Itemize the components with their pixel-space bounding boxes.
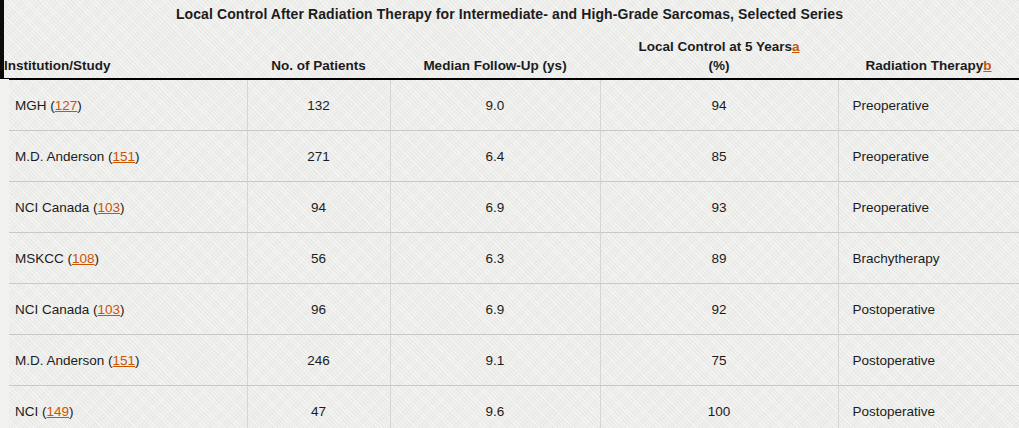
table-row: NCI Canada (103) 96 6.9 92 Postoperative — [0, 284, 1019, 335]
header-institution: Institution/Study — [0, 23, 247, 79]
reference-link[interactable]: 151 — [113, 149, 136, 164]
reference-link[interactable]: 151 — [113, 353, 136, 368]
followup-cell: 6.9 — [390, 182, 600, 233]
institution-cell: NCI Canada (103) — [0, 284, 247, 335]
paren-open: ( — [104, 353, 112, 368]
institution-label: M.D. Anderson — [15, 353, 104, 368]
therapy-cell: Preoperative — [838, 79, 1019, 131]
paren-close: ) — [135, 353, 140, 368]
header-radiation-therapy-label: Radiation Therapy — [865, 58, 983, 73]
institution-cell: MSKCC (108) — [0, 233, 247, 284]
therapy-cell: Postoperative — [838, 284, 1019, 335]
patients-cell: 96 — [247, 284, 390, 335]
header-radiation-therapy: Radiation Therapyb — [838, 23, 1019, 79]
paren-close: ) — [69, 404, 74, 419]
control-cell: 100 — [600, 386, 838, 428]
therapy-cell: Preoperative — [838, 182, 1019, 233]
control-cell: 89 — [600, 233, 838, 284]
table-header: Institution/Study No. of Patients Median… — [0, 23, 1019, 79]
institution-cell: M.D. Anderson (151) — [0, 131, 247, 182]
institution-cell: NCI Canada (103) — [0, 182, 247, 233]
followup-cell: 9.1 — [390, 335, 600, 386]
header-patients: No. of Patients — [247, 23, 390, 79]
followup-cell: 9.6 — [390, 386, 600, 428]
followup-cell: 6.9 — [390, 284, 600, 335]
footnote-a-link[interactable]: a — [792, 39, 800, 54]
institution-label: NCI — [15, 404, 38, 419]
institution-cell: NCI (149) — [0, 386, 247, 428]
paren-close: ) — [120, 200, 125, 215]
paren-open: ( — [38, 404, 46, 419]
institution-cell: M.D. Anderson (151) — [0, 335, 247, 386]
institution-label: MGH — [15, 98, 47, 113]
footnote-b-link[interactable]: b — [983, 58, 991, 73]
paren-close: ) — [77, 98, 82, 113]
patients-cell: 271 — [247, 131, 390, 182]
institution-label: MSKCC — [15, 251, 64, 266]
control-cell: 75 — [600, 335, 838, 386]
institution-label: NCI Canada — [15, 200, 89, 215]
therapy-cell: Brachytherapy — [838, 233, 1019, 284]
table-left-gutter — [0, 79, 9, 428]
table-row: NCI (149) 47 9.6 100 Postoperative — [0, 386, 1019, 428]
patients-cell: 246 — [247, 335, 390, 386]
paren-close: ) — [95, 251, 100, 266]
paren-open: ( — [89, 302, 97, 317]
table-row: MGH (127) 132 9.0 94 Preoperative — [0, 79, 1019, 131]
control-cell: 93 — [600, 182, 838, 233]
patients-cell: 132 — [247, 79, 390, 131]
paren-open: ( — [64, 251, 72, 266]
window-edge-bar — [0, 0, 4, 78]
control-cell: 92 — [600, 284, 838, 335]
table-row: MSKCC (108) 56 6.3 89 Brachytherapy — [0, 233, 1019, 284]
header-local-control-line1: Local Control at 5 Years — [638, 39, 792, 54]
reference-link[interactable]: 127 — [55, 98, 78, 113]
institution-label: NCI Canada — [15, 302, 89, 317]
table-row: M.D. Anderson (151) 246 9.1 75 Postopera… — [0, 335, 1019, 386]
patients-cell: 56 — [247, 233, 390, 284]
header-local-control-line2: (%) — [602, 56, 836, 75]
sarcoma-series-table: Institution/Study No. of Patients Median… — [0, 23, 1019, 428]
reference-link[interactable]: 149 — [47, 404, 70, 419]
patients-cell: 47 — [247, 386, 390, 428]
reference-link[interactable]: 108 — [72, 251, 95, 266]
followup-cell: 6.3 — [390, 233, 600, 284]
table-body: MGH (127) 132 9.0 94 Preoperative M.D. A… — [0, 79, 1019, 428]
therapy-cell: Preoperative — [838, 131, 1019, 182]
reference-link[interactable]: 103 — [98, 302, 121, 317]
followup-cell: 6.4 — [390, 131, 600, 182]
reference-link[interactable]: 103 — [98, 200, 121, 215]
therapy-cell: Postoperative — [838, 386, 1019, 428]
institution-cell: MGH (127) — [0, 79, 247, 131]
patients-cell: 94 — [247, 182, 390, 233]
paren-open: ( — [89, 200, 97, 215]
table-row: M.D. Anderson (151) 271 6.4 85 Preoperat… — [0, 131, 1019, 182]
header-followup: Median Follow-Up (ys) — [390, 23, 600, 79]
control-cell: 94 — [600, 79, 838, 131]
table-row: NCI Canada (103) 94 6.9 93 Preoperative — [0, 182, 1019, 233]
paren-close: ) — [135, 149, 140, 164]
paren-open: ( — [47, 98, 55, 113]
header-local-control: Local Control at 5 Yearsa (%) — [600, 23, 838, 79]
followup-cell: 9.0 — [390, 79, 600, 131]
therapy-cell: Postoperative — [838, 335, 1019, 386]
control-cell: 85 — [600, 131, 838, 182]
table-title: Local Control After Radiation Therapy fo… — [0, 0, 1019, 23]
paren-close: ) — [120, 302, 125, 317]
institution-label: M.D. Anderson — [15, 149, 104, 164]
paren-open: ( — [104, 149, 112, 164]
